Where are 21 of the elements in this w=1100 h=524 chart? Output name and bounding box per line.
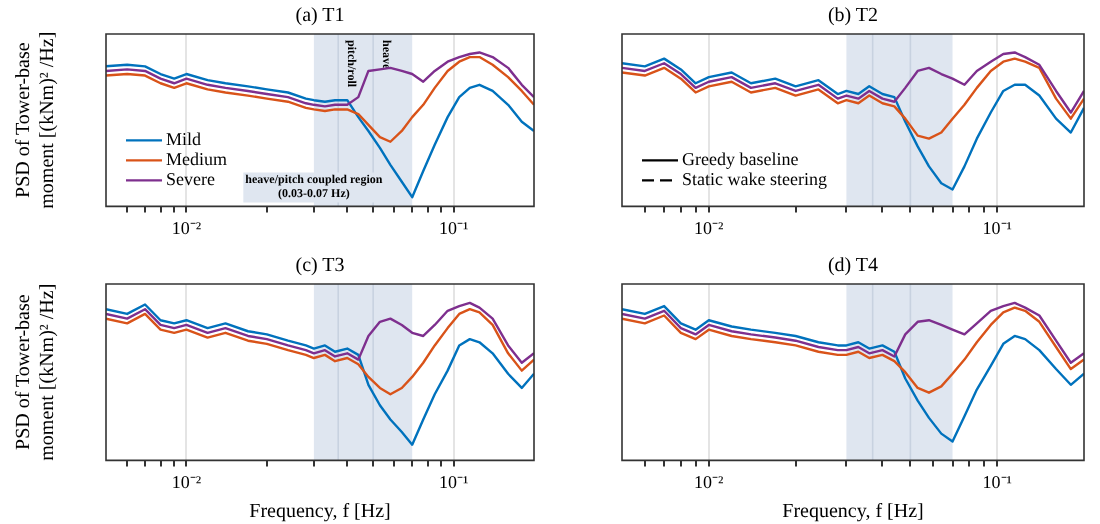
x-tick-label: 10⁻² [694,217,725,238]
chart-title: (b) T2 [827,5,879,28]
chart-title: (a) T1 [295,5,345,28]
legend-label: Greedy baseline [682,149,799,170]
chart-title: (c) T3 [295,255,345,278]
x-tick-label: 10⁻² [171,471,202,492]
legend-label: Static wake steering [682,169,828,190]
chart-title: (d) T4 [827,255,879,278]
x-tick-label: 10⁻² [694,471,725,492]
legend-label: Severe [166,169,215,190]
x-tick-label: 10⁻¹ [982,471,1013,492]
y-axis-title: PSD of Tower-base moment [(kNm)² /Hz] [13,283,60,461]
x-tick-label: 10⁻² [171,217,202,238]
x-tick-label: 10⁻¹ [438,217,469,238]
y-axis-title: PSD of Tower-base moment [(kNm)² /Hz] [13,31,60,209]
x-tick-label: 10⁻¹ [982,217,1013,238]
legend-label: Mild [166,129,203,150]
x-tick-label: 10⁻¹ [438,471,469,492]
legend-label: Medium [166,149,227,170]
x-axis-title: Frequency, f [Hz] [782,501,924,524]
x-axis-title: Frequency, f [Hz] [249,501,391,524]
